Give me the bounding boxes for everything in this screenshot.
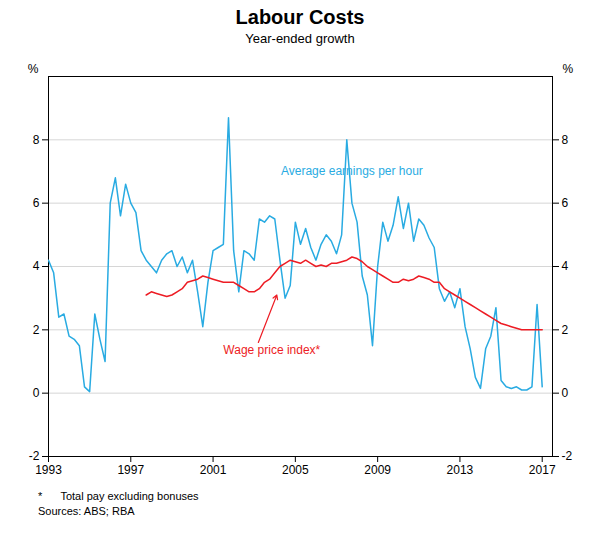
svg-text:2009: 2009	[364, 463, 391, 477]
html-text:Year-ended growth: Year-ended growth	[245, 31, 355, 46]
svg-text:6: 6	[562, 196, 569, 210]
svg-text:0: 0	[33, 386, 40, 400]
svg-text:1997: 1997	[117, 463, 144, 477]
svg-text:6: 6	[33, 196, 40, 210]
svg-text:1993: 1993	[35, 463, 62, 477]
svg-text:%: %	[28, 62, 39, 76]
svg-text:4: 4	[33, 259, 40, 273]
svg-text:0: 0	[562, 386, 569, 400]
svg-text:8: 8	[562, 133, 569, 147]
svg-text:8: 8	[33, 133, 40, 147]
svg-text:Average earnings per hour: Average earnings per hour	[281, 164, 423, 178]
svg-text:2: 2	[562, 323, 569, 337]
svg-text:2001: 2001	[200, 463, 227, 477]
svg-text:4: 4	[562, 259, 569, 273]
svg-text:2017: 2017	[529, 463, 556, 477]
svg-text:-2: -2	[562, 449, 573, 463]
svg-text:2005: 2005	[282, 463, 309, 477]
svg-text:-2: -2	[29, 449, 40, 463]
html-text:Sources: ABS; RBA: Sources: ABS; RBA	[38, 505, 135, 517]
html-text:* Total pay excluding bonuses: * Total pay excluding bonuses	[38, 490, 199, 502]
svg-text:2: 2	[33, 323, 40, 337]
html-text:Labour Costs: Labour Costs	[235, 6, 365, 28]
svg-text:2013: 2013	[447, 463, 474, 477]
svg-text:Wage price index*: Wage price index*	[223, 343, 320, 357]
svg-text:%: %	[563, 62, 574, 76]
